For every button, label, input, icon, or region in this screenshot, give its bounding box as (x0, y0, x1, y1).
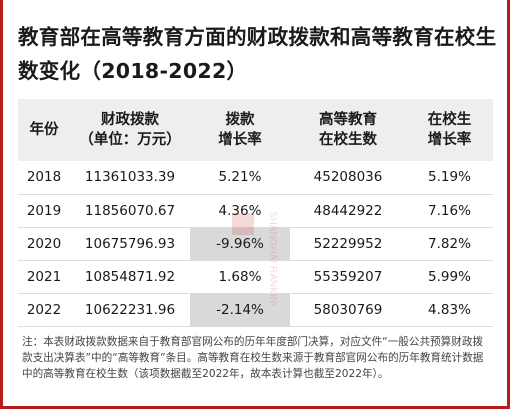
page-title: 教育部在高等教育方面的财政拨款和高等教育在校生数变化（2018-2022） (18, 25, 497, 83)
cell-student-growth: 4.83% (428, 301, 471, 318)
table-row: 2018 11361033.39 5.21% 45208036 5.19% (18, 161, 493, 194)
cell-funding-growth: 4.36% (218, 202, 262, 219)
cell-student-growth: 5.19% (428, 169, 471, 186)
cell-student-growth: 5.99% (428, 268, 471, 285)
cell-year: 2020 (26, 235, 62, 252)
header-year: 年份 (29, 122, 59, 138)
cell-students: 55359207 (313, 268, 383, 285)
table-header-row: 年份 财政拨款 （单位：万元） 拨款 增长率 高等教育 在校生数 在校生 增长率 (18, 99, 493, 161)
cell-students: 58030769 (313, 301, 383, 318)
cell-funding-growth-negative: -9.96% (190, 227, 290, 260)
header-student-growth: 在校生 增长率 (427, 112, 472, 148)
cell-student-growth: 7.16% (428, 202, 471, 219)
cell-funding: 10622231.96 (84, 301, 176, 318)
cell-funding: 10854871.92 (84, 268, 176, 285)
cell-funding: 10675796.93 (84, 235, 176, 252)
table-row: 2022 10622231.96 -2.14% 58030769 4.83% (18, 293, 493, 326)
header-funding: 财政拨款 （单位：万元） (79, 112, 181, 148)
data-table: 年份 财政拨款 （单位：万元） 拨款 增长率 高等教育 在校生数 在校生 增长率 201… (18, 99, 493, 327)
cell-student-growth: 7.82% (428, 235, 471, 252)
cell-students: 45208036 (313, 169, 383, 186)
footnote: 注：本表财政拨款数据来自于教育部官网公布的历年年度部门决算，对应文件“一般公共预… (22, 336, 484, 380)
cell-students: 48442922 (313, 202, 383, 219)
table-row: 2019 11856070.67 4.36% 48442922 7.16% (18, 194, 493, 227)
cell-funding-growth: 5.21% (218, 169, 262, 186)
table-row: 2021 10854871.92 1.68% 55359207 5.99% (18, 260, 493, 293)
cell-funding-growth-negative: -2.14% (190, 293, 290, 326)
cell-year: 2022 (26, 301, 62, 318)
cell-funding-growth: 1.68% (218, 268, 262, 285)
cell-funding: 11856070.67 (84, 202, 176, 219)
cell-year: 2018 (26, 169, 62, 186)
header-students: 高等教育 在校生数 (319, 112, 377, 148)
cell-year: 2019 (26, 202, 62, 219)
table-row: 2020 10675796.93 -9.96% 52229952 7.82% (18, 227, 493, 260)
cell-year: 2021 (26, 268, 62, 285)
cell-students: 52229952 (313, 235, 383, 252)
cell-funding: 11361033.39 (84, 169, 176, 186)
header-funding-growth: 拨款 增长率 (218, 112, 262, 148)
